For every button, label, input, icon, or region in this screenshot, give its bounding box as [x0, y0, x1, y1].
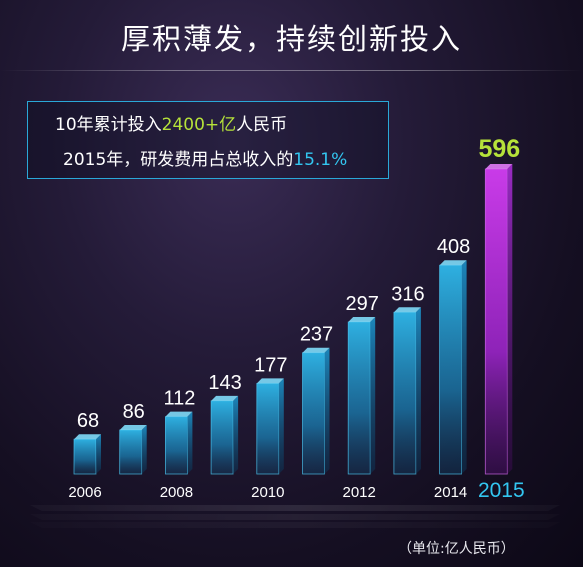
- value-label-2015: 596: [478, 135, 520, 163]
- bar-top: [165, 411, 193, 417]
- info-line-ratio: 2015年，研发费用占总收入的15.1%: [63, 145, 347, 170]
- x-tick-label-2015: 2015: [478, 479, 525, 502]
- bar-side: [278, 378, 284, 474]
- bar-top: [348, 317, 376, 323]
- x-axis-labels-group: 2006 2008 2010 2012 2014 2015: [68, 479, 524, 502]
- info-total-prefix: 10年累计投入: [55, 115, 162, 135]
- chart-base-layer: [30, 514, 560, 520]
- bar-2015: [484, 164, 513, 475]
- bar-2006: [73, 434, 101, 475]
- bar-side: [370, 317, 376, 474]
- bar-2014: [439, 260, 467, 475]
- value-label-2012: 297: [346, 293, 379, 315]
- info-ratio-percent: 15.1%: [293, 150, 348, 170]
- chart-base: [30, 505, 560, 528]
- page-title: 厚积薄发，持续创新投入: [120, 22, 462, 56]
- bar-front: [347, 321, 371, 475]
- value-label-2009: 143: [208, 372, 241, 394]
- info-box: [27, 101, 389, 179]
- bar-top: [485, 164, 513, 169]
- x-tick-label-2012: 2012: [343, 484, 376, 501]
- value-label-2011: 237: [300, 324, 333, 346]
- bar-side: [96, 434, 101, 474]
- bar-top: [211, 395, 239, 401]
- bar-top: [256, 378, 284, 384]
- bar-top: [119, 424, 147, 430]
- bar-front: [484, 168, 508, 475]
- bar-top: [74, 434, 101, 440]
- bar-front: [73, 438, 97, 475]
- bar-side: [141, 424, 147, 474]
- bar-side: [415, 307, 421, 474]
- bar-front: [393, 311, 417, 475]
- bar-side: [461, 260, 467, 474]
- bar-2011: [302, 347, 330, 475]
- info-total-suffix: 人民币: [236, 115, 288, 135]
- bar-2013: [393, 307, 421, 475]
- value-label-2006: 68: [77, 410, 99, 432]
- bar-front: [119, 429, 143, 475]
- chart-base-layer: [30, 522, 560, 528]
- info-ratio-prefix: 2015年，研发费用占总收入的: [63, 150, 294, 170]
- bar-2012: [347, 317, 376, 475]
- bar-front: [210, 400, 234, 475]
- x-tick-label-2010: 2010: [251, 484, 284, 501]
- x-tick-label-2014: 2014: [434, 484, 467, 501]
- value-label-2013: 316: [391, 283, 424, 305]
- value-label-2010: 177: [254, 354, 287, 376]
- value-labels-group: 68 86 112 143 177 237 297 316 408 596: [77, 135, 520, 432]
- bars-group: [73, 164, 513, 475]
- bar-side: [187, 411, 193, 474]
- title-divider: [0, 70, 583, 71]
- bar-2009: [210, 395, 239, 475]
- bar-top: [393, 307, 421, 313]
- bar-2007: [119, 424, 147, 475]
- x-tick-label-2006: 2006: [68, 484, 101, 501]
- bar-front: [302, 352, 325, 475]
- bar-2010: [256, 378, 284, 475]
- value-label-2014: 408: [437, 236, 470, 258]
- value-label-2007: 86: [123, 401, 145, 423]
- bar-front: [439, 264, 463, 475]
- chart-base-layer: [30, 505, 560, 511]
- bar-top: [302, 347, 330, 353]
- bar-side: [233, 395, 239, 474]
- bar-side: [507, 164, 513, 474]
- bar-side: [324, 347, 330, 474]
- value-label-2008: 112: [163, 388, 195, 410]
- info-total-amount: 2400+亿: [161, 115, 237, 135]
- bar-2008: [164, 411, 193, 475]
- bar-front: [256, 383, 280, 475]
- info-line-total: 10年累计投入2400+亿人民币: [55, 110, 287, 135]
- x-tick-label-2008: 2008: [160, 484, 193, 501]
- bar-front: [164, 416, 188, 475]
- unit-note: （单位:亿人民币）: [398, 541, 515, 557]
- bar-top: [439, 260, 467, 266]
